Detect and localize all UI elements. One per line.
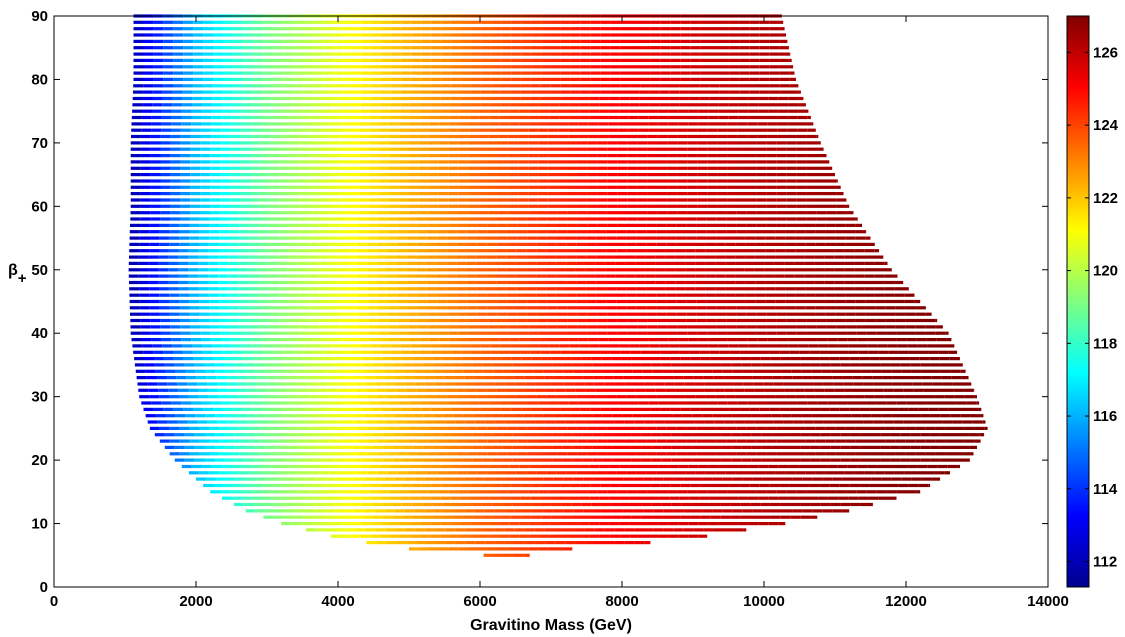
scatter-points <box>128 14 988 557</box>
